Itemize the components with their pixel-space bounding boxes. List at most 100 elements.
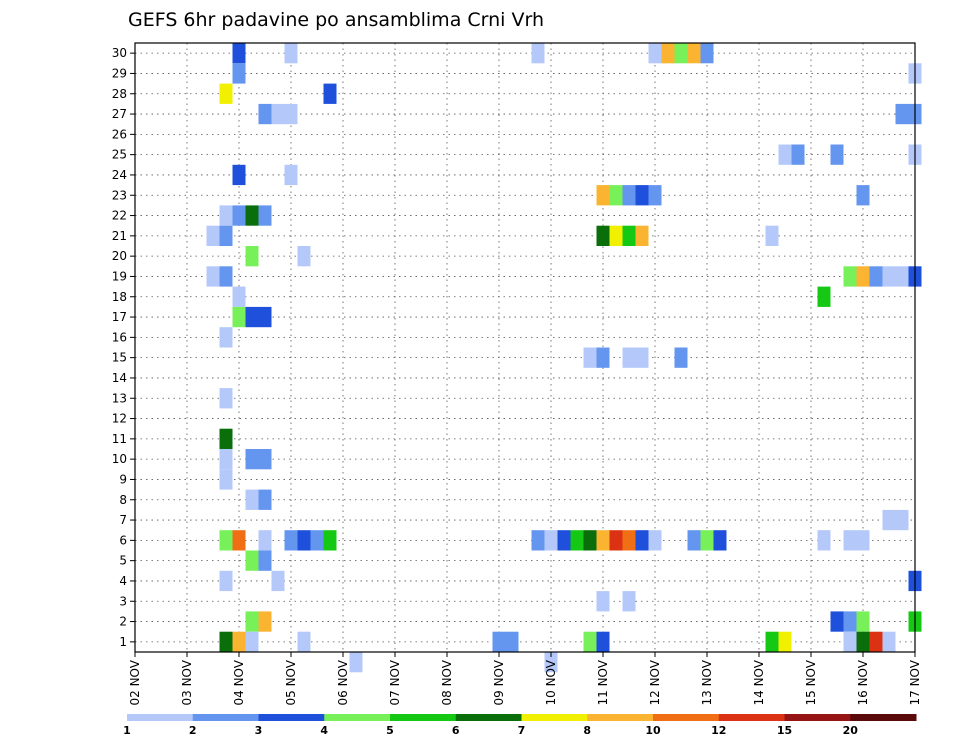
precip-cell [765, 225, 779, 246]
precip-cell [687, 530, 701, 551]
precip-cell [245, 205, 259, 226]
precip-cell [609, 530, 623, 551]
precip-cell [323, 83, 337, 104]
colorbar-label: 15 [777, 724, 792, 737]
y-tick-label: 21 [112, 229, 127, 243]
precip-cell [232, 205, 246, 226]
y-tick-label: 9 [119, 472, 127, 486]
chart-title: GEFS 6hr padavine po ansamblima Crni Vrh [128, 9, 544, 31]
colorbar-label: 6 [452, 724, 460, 737]
colorbar-swatch [127, 714, 194, 721]
precip-cell [258, 205, 272, 226]
precip-cell [258, 611, 272, 632]
precip-cell [310, 530, 324, 551]
precip-cell [245, 611, 259, 632]
colorbar-label: 5 [386, 724, 394, 737]
x-tick-label: 05 NOV [284, 659, 298, 705]
precip-cell [297, 530, 311, 551]
precip-cell [492, 631, 506, 652]
colorbar-label: 8 [583, 724, 591, 737]
precip-cell [830, 144, 844, 165]
precip-cell [882, 509, 896, 531]
precip-cell [583, 530, 597, 551]
y-tick-label: 4 [119, 574, 127, 588]
precip-cell [232, 530, 246, 551]
precip-cell [219, 266, 233, 287]
precip-cell [245, 631, 259, 652]
precip-cell [258, 306, 272, 328]
precip-cell [245, 449, 259, 470]
precip-cell [661, 43, 675, 64]
precip-cell [609, 225, 623, 246]
precip-cell [271, 570, 285, 592]
x-tick-label: 10 NOV [544, 659, 558, 705]
y-tick-label: 26 [112, 127, 127, 141]
y-tick-label: 25 [112, 148, 127, 162]
precip-cell [856, 266, 870, 287]
precip-cell [232, 286, 246, 307]
precip-cell [856, 611, 870, 632]
precip-cell [583, 347, 597, 368]
y-tick-label: 23 [112, 188, 127, 202]
precip-cell [219, 225, 233, 246]
y-tick-label: 12 [112, 412, 127, 426]
y-tick-label: 29 [112, 66, 127, 80]
precip-cell [635, 530, 649, 551]
colorbar-swatch [784, 714, 851, 721]
precip-cell [856, 631, 870, 652]
precip-cell [219, 388, 233, 409]
colorbar-label: 12 [711, 724, 726, 737]
x-axis: 02 NOV 03 NOV 04 NOV 05 NOV 06 NOV 07 NOV 08 N… [128, 652, 922, 706]
y-tick-label: 20 [112, 249, 127, 263]
precip-cell [622, 185, 636, 206]
precip-cell [297, 246, 311, 267]
precip-cell [843, 530, 857, 551]
y-tick-label: 28 [112, 87, 127, 101]
precip-cell [830, 611, 844, 632]
precip-cell [284, 43, 298, 64]
precip-cell [531, 43, 545, 64]
y-tick-label: 24 [112, 168, 127, 182]
colorbar-swatch [521, 714, 588, 721]
precip-cell [622, 530, 636, 551]
precip-cell [583, 631, 597, 652]
precip-cell [219, 205, 233, 226]
y-tick-label: 8 [119, 493, 127, 507]
precip-cell [895, 266, 909, 287]
x-tick-label: 07 NOV [388, 659, 402, 705]
precip-cell [622, 347, 636, 368]
precip-cell [882, 631, 896, 652]
colorbar-label: 7 [518, 724, 526, 737]
y-tick-label: 22 [112, 209, 127, 223]
precip-cell [349, 652, 363, 673]
y-tick-label: 19 [112, 269, 127, 283]
y-tick-label: 10 [112, 452, 127, 466]
precip-cell [219, 570, 233, 592]
precip-cell [700, 43, 714, 64]
y-tick-label: 18 [112, 290, 127, 304]
precip-cell [323, 530, 337, 551]
colorbar-label: 20 [843, 724, 859, 737]
precip-cell [856, 185, 870, 206]
colorbar-swatch [455, 714, 522, 721]
precip-cell [596, 631, 610, 652]
precip-cell [284, 103, 298, 125]
y-tick-label: 30 [112, 46, 127, 60]
precip-cell [258, 103, 272, 125]
precip-cell [596, 591, 610, 612]
precip-cell [843, 631, 857, 652]
precip-cell [245, 246, 259, 267]
y-tick-label: 27 [112, 107, 127, 121]
precip-cell [284, 530, 298, 551]
precip-cell [505, 631, 519, 652]
precip-cell [700, 530, 714, 551]
precip-cell [635, 225, 649, 246]
y-axis: 1234567891011121314151617181920212223242… [112, 46, 135, 649]
precip-cell [258, 550, 272, 571]
x-tick-label: 09 NOV [492, 659, 506, 705]
x-tick-label: 16 NOV [856, 659, 870, 705]
plot-frame [134, 42, 916, 653]
precip-cell [791, 144, 805, 165]
colorbar-swatch [192, 714, 259, 721]
